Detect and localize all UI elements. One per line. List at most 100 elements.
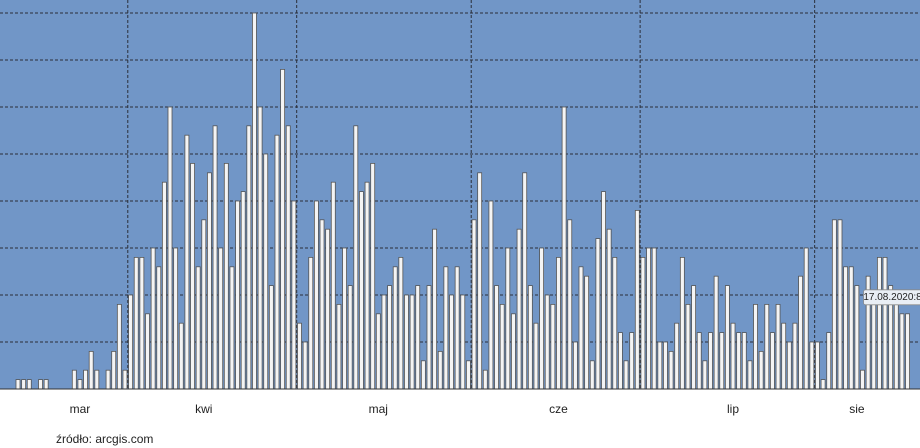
bar xyxy=(758,350,764,390)
bar xyxy=(724,285,730,390)
bar xyxy=(533,322,539,390)
bar xyxy=(556,256,561,390)
bar xyxy=(420,360,426,390)
bar xyxy=(415,285,421,390)
tooltip-box xyxy=(863,289,920,306)
bar xyxy=(488,200,494,390)
bar xyxy=(409,294,415,390)
bar xyxy=(173,247,179,390)
bar xyxy=(156,266,162,390)
bar xyxy=(770,332,775,390)
bar xyxy=(190,162,195,390)
x-tick-label: cze xyxy=(549,402,568,416)
bar xyxy=(668,350,674,390)
x-tick-label: maj xyxy=(369,402,388,416)
bar xyxy=(229,266,235,390)
bar xyxy=(387,285,392,390)
bar xyxy=(426,285,432,390)
bar xyxy=(719,332,725,390)
bar xyxy=(313,200,319,390)
bar xyxy=(184,134,190,390)
bar xyxy=(308,256,314,390)
bar xyxy=(263,153,269,390)
bar xyxy=(235,200,240,390)
bar xyxy=(443,266,449,390)
bar xyxy=(122,369,128,390)
bar xyxy=(702,360,708,390)
bar xyxy=(342,247,347,390)
bar xyxy=(454,266,460,390)
bar xyxy=(854,285,860,390)
bar xyxy=(370,162,376,390)
tooltip-text: 17.08.2020:8 xyxy=(863,292,920,303)
bar xyxy=(803,247,809,390)
bar xyxy=(246,125,252,390)
source-note: źródło: arcgis.com xyxy=(56,432,153,446)
bar xyxy=(606,228,612,390)
bar xyxy=(257,106,263,390)
bar xyxy=(364,181,370,390)
bar xyxy=(567,219,573,390)
bar xyxy=(207,172,212,390)
bar xyxy=(280,69,286,390)
bar xyxy=(319,219,325,390)
bar xyxy=(359,191,364,390)
bar xyxy=(105,369,111,390)
bar xyxy=(741,332,747,390)
bar xyxy=(550,303,556,390)
bar xyxy=(392,266,398,390)
bar xyxy=(212,125,218,390)
bar xyxy=(297,322,302,390)
bar xyxy=(578,266,584,390)
bar xyxy=(88,350,94,390)
bar xyxy=(612,256,618,390)
bar xyxy=(291,200,297,390)
bar xyxy=(629,332,635,390)
bar xyxy=(128,294,134,390)
bar xyxy=(792,322,798,390)
bar xyxy=(195,266,201,390)
bar xyxy=(139,256,145,390)
bar xyxy=(640,256,646,390)
bar xyxy=(848,266,854,390)
bar xyxy=(381,294,387,390)
bar xyxy=(471,219,477,390)
bar xyxy=(561,106,567,390)
bar xyxy=(302,341,308,390)
bar xyxy=(511,313,516,390)
bar xyxy=(685,303,691,390)
bar xyxy=(494,285,499,390)
x-tick-label: sie xyxy=(849,402,865,416)
bar xyxy=(679,256,685,390)
bar xyxy=(527,285,533,390)
bar xyxy=(94,369,100,390)
bar xyxy=(161,181,167,390)
bar xyxy=(595,238,601,390)
bar xyxy=(116,303,122,390)
bar xyxy=(77,379,83,390)
bar xyxy=(505,247,511,390)
bar xyxy=(798,275,803,390)
bar xyxy=(843,266,849,390)
bar xyxy=(572,341,578,390)
bar xyxy=(736,332,742,390)
bar xyxy=(657,341,663,390)
bar xyxy=(274,134,280,390)
bar xyxy=(268,285,274,390)
bar xyxy=(201,219,207,390)
bar xyxy=(876,256,882,390)
bar xyxy=(871,294,877,390)
bar xyxy=(15,379,21,390)
bar xyxy=(696,332,702,390)
bar xyxy=(899,313,905,390)
bar xyxy=(589,360,595,390)
bar xyxy=(809,341,815,390)
bar xyxy=(38,379,43,390)
bar xyxy=(651,247,657,390)
bar xyxy=(449,294,454,390)
bar xyxy=(646,247,651,390)
bar xyxy=(634,209,640,390)
bar xyxy=(522,172,528,390)
bar xyxy=(325,228,331,390)
